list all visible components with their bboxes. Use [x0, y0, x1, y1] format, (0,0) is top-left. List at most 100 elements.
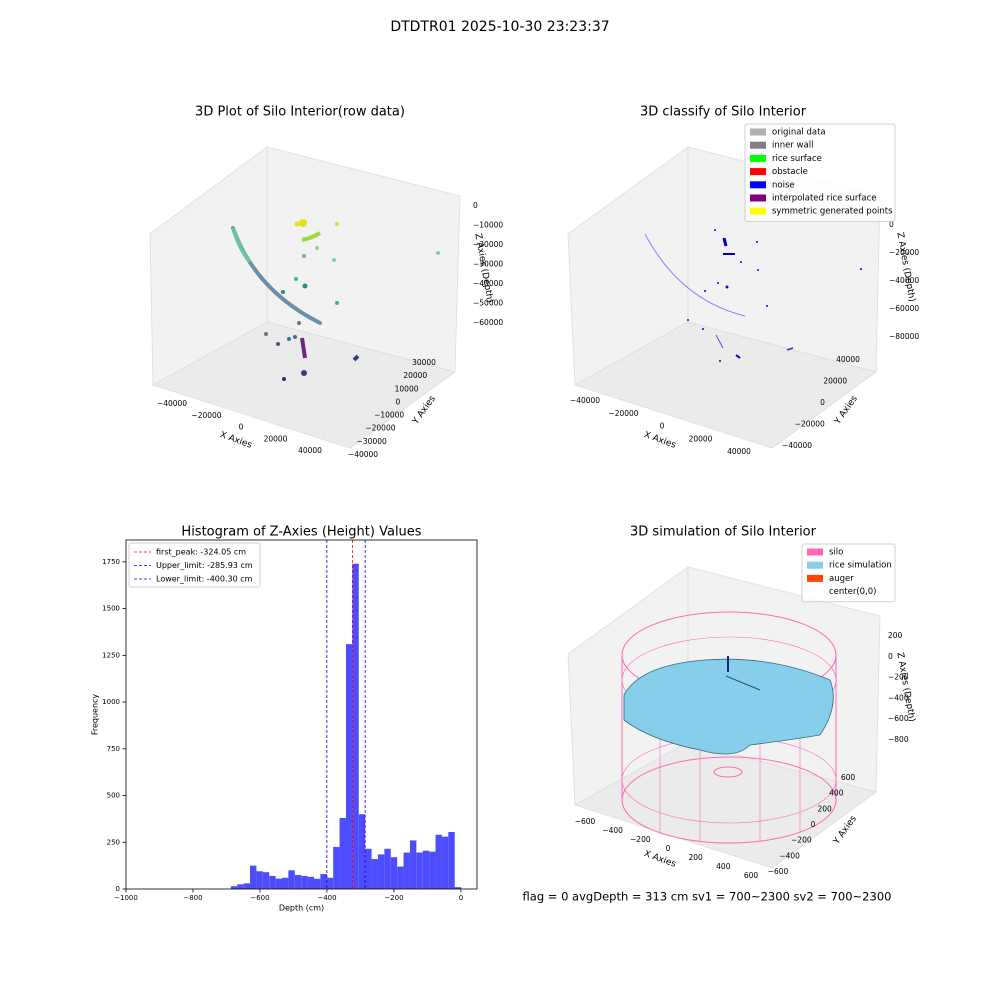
x-tick-label: −400 [602, 826, 623, 835]
z-tick-label: −10000 [473, 221, 503, 230]
legend-swatch [750, 154, 766, 162]
y-tick-label: 10000 [395, 384, 419, 393]
legend-label: first_peak: -324.05 cm [156, 548, 246, 557]
bar [371, 859, 378, 889]
y-tick-label: −400 [779, 851, 800, 860]
legend-label: rice simulation [829, 561, 892, 571]
bar [269, 875, 276, 889]
bar [441, 836, 449, 889]
bar [345, 644, 353, 889]
z-tick-label: −60000 [889, 304, 919, 313]
z-tick-label: 0 [473, 201, 478, 210]
x-tick-label: −20000 [608, 409, 638, 418]
silo-simulation [621, 611, 837, 844]
y-tick-label: 0 [116, 885, 120, 893]
z-tick-label: 0 [889, 220, 894, 229]
legend-swatch [750, 207, 766, 215]
z-tick-label: −80000 [889, 332, 919, 341]
z-tick-label: −40000 [889, 276, 919, 285]
bar [294, 874, 302, 889]
bar [320, 874, 327, 889]
x-tick-label: −800 [183, 894, 202, 902]
bar [358, 814, 366, 889]
legend-swatch [750, 128, 766, 136]
bar [326, 877, 334, 889]
x-tick-label: −600 [575, 817, 596, 826]
bar [422, 850, 430, 889]
x-tick-label: 0 [459, 894, 463, 902]
bar [409, 840, 417, 889]
x-tick-label: 0 [666, 844, 671, 853]
bar [448, 831, 455, 889]
legend-swatch [807, 561, 823, 569]
y-tick-label: 0 [811, 820, 816, 829]
chart-title: 3D classify of Silo Interior [640, 105, 807, 120]
legend-swatch [750, 181, 766, 189]
legend-label: center(0,0) [829, 587, 877, 597]
y-tick-label: 500 [107, 792, 120, 800]
legend-label: obstacle [772, 167, 808, 177]
figure-title: DTDTR01 2025-10-30 23:23:37 [390, 19, 609, 35]
chart-title: Histogram of Z-Axies (Height) Values [181, 525, 421, 540]
legend-label: silo [829, 548, 843, 558]
y-tick-label: −20000 [795, 420, 825, 429]
y-tick-label: −40000 [348, 450, 378, 459]
chart-title: 3D Plot of Silo Interior(row data) [195, 105, 405, 120]
y-tick-label: 250 [107, 838, 120, 846]
legend-label: noise [772, 180, 795, 190]
bar [313, 878, 321, 889]
bar [282, 877, 289, 889]
z-tick-label: −400 [888, 693, 909, 702]
z-tick-label: 0 [888, 652, 893, 661]
bar [429, 851, 436, 889]
point-cloud-1 [231, 219, 440, 381]
z-tick-label: −40000 [473, 279, 503, 288]
legend-label: Upper_limit: -285.93 cm [156, 561, 253, 570]
bar [365, 848, 372, 889]
bar [352, 563, 359, 889]
panes-2 [567, 146, 881, 449]
bar [416, 852, 423, 889]
y-tick-label: −200 [791, 836, 812, 845]
y-tick-label: 0 [820, 398, 825, 407]
bar [275, 878, 283, 889]
legend-label: auger [829, 574, 854, 584]
z-tick-label: −200 [888, 673, 909, 682]
bar [403, 852, 410, 889]
y-tick-label: 20000 [403, 371, 427, 380]
x-tick-label: −600 [250, 894, 269, 902]
y-tick-label: 200 [818, 804, 833, 813]
y-axis-label: Frequency [91, 694, 100, 736]
bar [397, 866, 404, 889]
x-tick-label: 400 [716, 862, 731, 871]
bar [307, 876, 314, 889]
y-tick-label: −30000 [357, 437, 387, 446]
y-tick-label: −20000 [365, 424, 395, 433]
status-text: flag = 0 avgDepth = 313 cm sv1 = 700~230… [523, 890, 892, 904]
z-tick-label: −60000 [473, 318, 503, 327]
x-tick-label: 600 [744, 871, 759, 880]
y-tick-label: 600 [841, 773, 856, 782]
z-tick-label: −600 [888, 714, 909, 723]
y-tick-label: −600 [768, 867, 789, 876]
x-tick-label: 200 [689, 853, 704, 862]
x-tick-label: 20000 [689, 434, 713, 443]
point-cloud-2 [644, 229, 862, 362]
z-tick-label: −800 [888, 735, 909, 744]
y-tick-label: 400 [829, 789, 844, 798]
legend-label: rice surface [772, 154, 822, 164]
legend-box [744, 123, 896, 222]
bar [435, 834, 442, 889]
y-tick-label: 750 [107, 745, 120, 753]
y-tick-label: 40000 [836, 355, 860, 364]
legend-swatch [750, 168, 766, 176]
z-tick-label: 200 [888, 631, 903, 640]
legend-swatch [807, 588, 823, 596]
y-tick-label: 0 [395, 397, 400, 406]
legend-box [801, 543, 896, 603]
x-tick-label: 20000 [264, 434, 288, 443]
bar [384, 848, 391, 889]
x-tick-label: −20000 [191, 411, 221, 420]
y-tick-label: 20000 [823, 377, 847, 386]
